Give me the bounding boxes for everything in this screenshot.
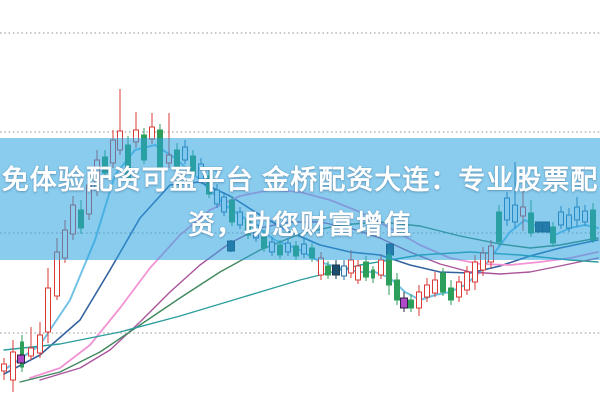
promo-text-line2: 资，助您财富增值 (188, 210, 412, 240)
candle-body-up (456, 281, 462, 298)
candle-body-purple (400, 297, 408, 309)
candle-body-up (378, 259, 384, 276)
candle-body-up (432, 279, 438, 294)
candle-body-down (408, 299, 414, 309)
promo-text-line1: 免体验配资可盈平台 金桥配资大连：专业股票配 (1, 165, 599, 195)
candle-body-up (424, 284, 430, 298)
candle-body-up (37, 334, 43, 354)
candle-body-down (394, 279, 400, 301)
candle-body-blue (341, 265, 347, 277)
candle-body-up (464, 271, 470, 291)
candle-body-up (45, 287, 51, 333)
candle-body-down (448, 287, 454, 301)
promo-overlay-banner: 免体验配资可盈平台 金桥配资大连：专业股票配 资，助您财富增值 (0, 138, 600, 260)
candle-body-up (348, 259, 354, 274)
candle-body-down (363, 261, 369, 278)
candle-body-up (472, 261, 478, 283)
candle-body-up (416, 291, 422, 309)
candle-body-down (440, 272, 446, 293)
candle-body-down (325, 265, 331, 276)
candle-body-up (28, 347, 34, 357)
candle-body-up (355, 265, 361, 281)
candle-body-doji-green (371, 269, 375, 279)
candle-body-navy (332, 264, 340, 276)
candle-body-up (318, 257, 324, 276)
candle-body-up (1, 363, 7, 372)
candle-body-purple (17, 354, 25, 364)
ma-teal (3, 251, 599, 351)
candle-body-up (10, 351, 16, 381)
